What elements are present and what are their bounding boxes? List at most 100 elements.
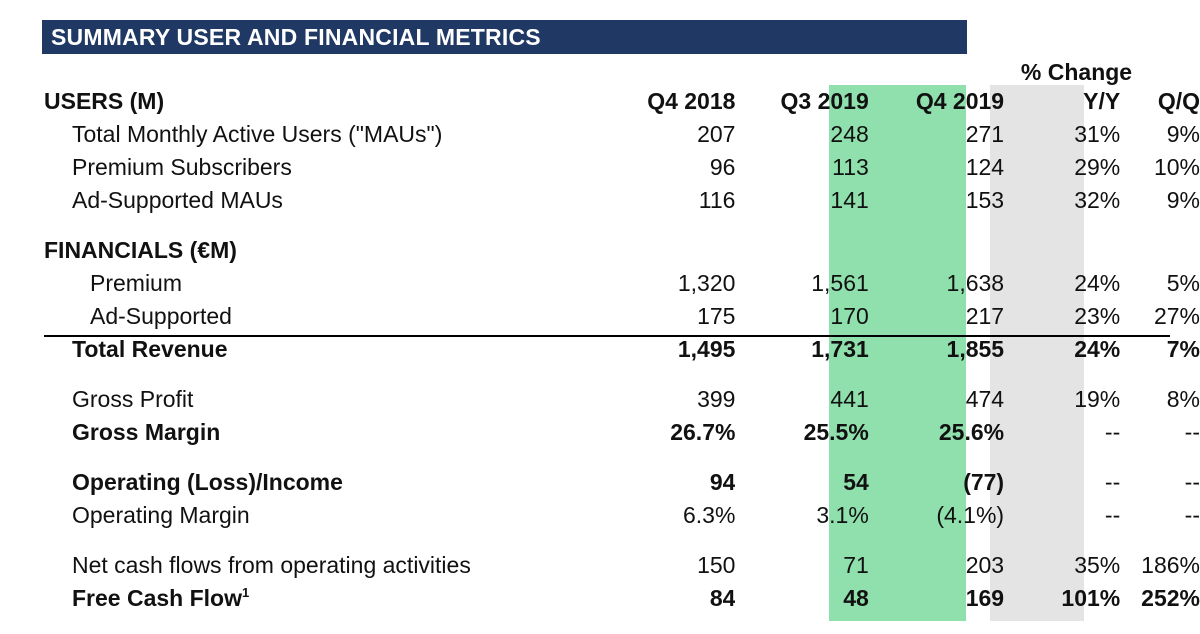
cell-yy: 32% bbox=[1074, 187, 1121, 213]
table-row: Premium 1,320 1,561 1,638 24% 5% bbox=[44, 267, 1200, 300]
cell-yy: 29% bbox=[1074, 154, 1121, 180]
financials-section-label: FINANCIALS (€M) bbox=[44, 237, 237, 263]
users-section-label: USERS (M) bbox=[44, 88, 165, 114]
row-label: Premium bbox=[90, 270, 183, 296]
cell-q4-2018: 207 bbox=[697, 121, 736, 147]
cell-q4-2019: 25.6% bbox=[938, 419, 1005, 445]
total-divider-line bbox=[44, 335, 1170, 337]
cell-q4-2019: 1,638 bbox=[946, 270, 1005, 296]
cell-q4-2018: 6.3% bbox=[683, 502, 736, 528]
cell-yy: 23% bbox=[1074, 303, 1121, 329]
col-header-yy: Y/Y bbox=[1083, 88, 1121, 114]
cell-yy: -- bbox=[1104, 502, 1121, 528]
cell-q4-2019: 153 bbox=[965, 187, 1005, 213]
cell-q4-2019: 124 bbox=[965, 154, 1005, 180]
cell-q3-2019: 441 bbox=[830, 386, 869, 412]
row-label: Gross Margin bbox=[72, 419, 221, 445]
cell-qq: -- bbox=[1184, 502, 1200, 528]
row-label: Premium Subscribers bbox=[72, 154, 292, 180]
col-header-q4-2019: Q4 2019 bbox=[915, 88, 1005, 114]
total-revenue-row: Total Revenue 1,495 1,731 1,855 24% 7% bbox=[44, 333, 1200, 366]
table-title: SUMMARY USER AND FINANCIAL METRICS bbox=[42, 20, 967, 54]
cell-yy: 101% bbox=[1061, 585, 1121, 611]
cell-qq: 5% bbox=[1166, 270, 1200, 296]
metrics-table: USERS (M) Q4 2018 Q3 2019 Q4 2019 Y/Y Q/… bbox=[44, 85, 1200, 615]
cell-q4-2018: 116 bbox=[698, 187, 736, 213]
cell-yy: 24% bbox=[1074, 270, 1121, 296]
col-header-qq: Q/Q bbox=[1157, 88, 1200, 114]
percent-change-header: % Change bbox=[1020, 59, 1133, 85]
cell-qq: 186% bbox=[1141, 552, 1200, 578]
cell-yy: -- bbox=[1104, 469, 1121, 495]
yy-column-highlight bbox=[990, 85, 1084, 621]
cell-qq: 10% bbox=[1153, 154, 1200, 180]
cell-q4-2018: 175 bbox=[697, 303, 736, 329]
free-cash-flow-label: Free Cash Flow1 bbox=[44, 582, 598, 615]
table-row: Operating Margin 6.3% 3.1% (4.1%) -- -- bbox=[44, 499, 1200, 532]
cell-q3-2019: 25.5% bbox=[803, 419, 869, 445]
cell-q4-2018: 94 bbox=[709, 469, 736, 495]
cell-yy: 19% bbox=[1074, 386, 1121, 412]
cell-q4-2019: (4.1%) bbox=[936, 502, 1005, 528]
table-row: Total Monthly Active Users ("MAUs") 207 … bbox=[44, 118, 1200, 151]
row-label: Free Cash Flow bbox=[72, 585, 242, 611]
cell-qq: 9% bbox=[1166, 121, 1200, 147]
cell-q4-2018: 26.7% bbox=[670, 419, 736, 445]
cell-q3-2019: 71 bbox=[843, 552, 869, 578]
cell-yy: -- bbox=[1104, 419, 1121, 445]
cell-yy: 24% bbox=[1074, 336, 1121, 362]
cell-q4-2018: 1,320 bbox=[677, 270, 736, 296]
table-row: Gross Profit 399 441 474 19% 8% bbox=[44, 383, 1200, 416]
cell-yy: 31% bbox=[1074, 121, 1121, 147]
cell-q4-2019: 474 bbox=[965, 386, 1005, 412]
row-label: Total Revenue bbox=[72, 336, 228, 362]
cell-qq: 7% bbox=[1166, 336, 1200, 362]
cell-q3-2019: 48 bbox=[843, 585, 869, 611]
cell-q4-2019: 1,855 bbox=[946, 336, 1005, 362]
table-row: Ad-Supported MAUs 116 141 153 32% 9% bbox=[44, 184, 1200, 217]
cell-q3-2019: 141 bbox=[830, 187, 869, 213]
row-label: Total Monthly Active Users ("MAUs") bbox=[72, 121, 443, 147]
cell-q3-2019: 170 bbox=[830, 303, 869, 329]
cell-qq: -- bbox=[1184, 419, 1200, 445]
cell-q4-2018: 84 bbox=[709, 585, 736, 611]
table-row: Net cash flows from operating activities… bbox=[44, 549, 1200, 582]
cell-q3-2019: 1,561 bbox=[811, 270, 869, 296]
cell-q4-2018: 150 bbox=[697, 552, 736, 578]
table-row: Ad-Supported 175 170 217 23% 27% bbox=[44, 300, 1200, 333]
operating-income-row: Operating (Loss)/Income 94 54 (77) -- -- bbox=[44, 466, 1200, 499]
row-label: Operating (Loss)/Income bbox=[72, 469, 343, 495]
cell-q3-2019: 248 bbox=[830, 121, 869, 147]
row-label: Gross Profit bbox=[72, 386, 194, 412]
gross-margin-row: Gross Margin 26.7% 25.5% 25.6% -- -- bbox=[44, 416, 1200, 449]
cell-q4-2018: 1,495 bbox=[677, 336, 736, 362]
table-row: Premium Subscribers 96 113 124 29% 10% bbox=[44, 151, 1200, 184]
row-label: Net cash flows from operating activities bbox=[72, 552, 471, 578]
cell-q4-2019: 271 bbox=[965, 121, 1005, 147]
financials-section-row: FINANCIALS (€M) bbox=[44, 234, 1200, 267]
cell-q4-2018: 96 bbox=[709, 154, 736, 180]
cell-q3-2019: 1,731 bbox=[811, 336, 869, 362]
cell-q4-2019: 203 bbox=[965, 552, 1005, 578]
cell-qq: -- bbox=[1184, 469, 1200, 495]
footnote-marker: 1 bbox=[241, 585, 250, 600]
cell-q3-2019: 54 bbox=[843, 469, 869, 495]
cell-qq: 9% bbox=[1166, 187, 1200, 213]
q4-2019-column-highlight bbox=[829, 85, 966, 621]
row-label: Ad-Supported MAUs bbox=[72, 187, 283, 213]
cell-q4-2019: 217 bbox=[965, 303, 1005, 329]
col-header-q4-2018: Q4 2018 bbox=[647, 88, 736, 114]
cell-qq: 27% bbox=[1153, 303, 1200, 329]
column-header-row: USERS (M) Q4 2018 Q3 2019 Q4 2019 Y/Y Q/… bbox=[44, 85, 1200, 118]
cell-qq: 8% bbox=[1166, 386, 1200, 412]
cell-yy: 35% bbox=[1074, 552, 1121, 578]
cell-q3-2019: 113 bbox=[832, 154, 869, 180]
row-label: Ad-Supported bbox=[90, 303, 232, 329]
cell-q3-2019: 3.1% bbox=[816, 502, 869, 528]
row-label: Operating Margin bbox=[72, 502, 250, 528]
cell-qq: 252% bbox=[1141, 585, 1200, 611]
col-header-q3-2019: Q3 2019 bbox=[780, 88, 869, 114]
cell-q4-2019: (77) bbox=[963, 469, 1005, 495]
cell-q4-2019: 169 bbox=[965, 585, 1005, 611]
free-cash-flow-row: Free Cash Flow1 84 48 169 101% 252% bbox=[44, 582, 1200, 615]
